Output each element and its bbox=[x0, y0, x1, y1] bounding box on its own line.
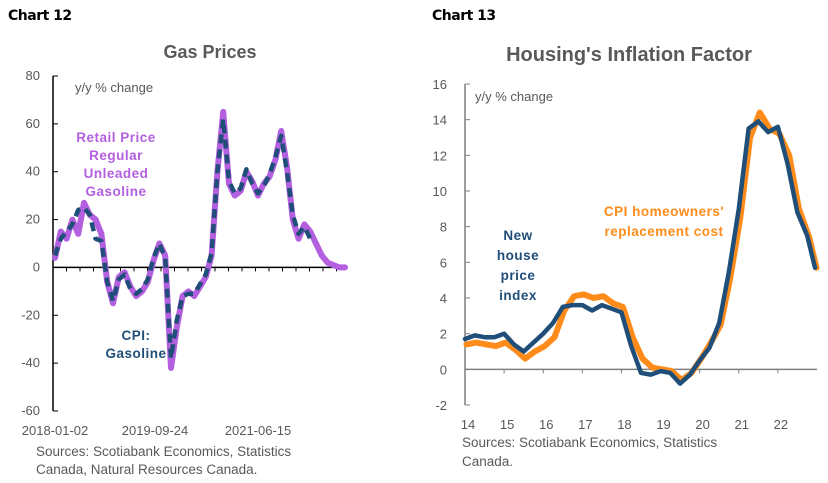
x-tick-label: 21 bbox=[735, 417, 749, 432]
chart-12-series-label-cpi: CPI: Gasoline bbox=[105, 328, 166, 361]
series-label-line: price bbox=[501, 268, 536, 283]
chart-12-ylabel: y/y % change bbox=[75, 80, 153, 95]
chart-13-ylabel: y/y % change bbox=[475, 89, 553, 104]
x-tick-label: 16 bbox=[539, 417, 553, 432]
chart-12-source-line-2: Canada, Natural Resources Canada. bbox=[36, 462, 257, 477]
y-tick-label: 14 bbox=[433, 113, 447, 128]
chart-13-title: Housing's Inflation Factor bbox=[506, 44, 752, 66]
series-line-new-house-price-index bbox=[462, 119, 818, 386]
x-tick-label: 19 bbox=[656, 417, 670, 432]
y-tick-label: 60 bbox=[26, 116, 40, 131]
chart-13-source-line-2: Canada. bbox=[462, 454, 513, 469]
y-tick-label: 40 bbox=[26, 164, 40, 179]
x-tick-label: 22 bbox=[774, 417, 788, 432]
series-line-cpi-replacement-cost bbox=[463, 109, 820, 383]
series-label-line: New bbox=[503, 228, 532, 243]
y-tick-label: -40 bbox=[21, 355, 40, 370]
series-line-cpi-gasoline bbox=[52, 116, 313, 361]
x-tick-label: 2021-06-15 bbox=[225, 423, 292, 438]
chart-12-source-line-1: Sources: Scotiabank Economics, Statistic… bbox=[36, 444, 291, 459]
chart-12: Gas Prices y/y % change -60 -40 -20 0 20 40 60… bbox=[21, 42, 348, 477]
series-label-line: Retail Price bbox=[76, 130, 156, 145]
y-tick-label: 2 bbox=[440, 327, 447, 342]
y-tick-label: 12 bbox=[433, 148, 447, 163]
y-tick-label: -2 bbox=[435, 398, 447, 413]
x-tick-label: 20 bbox=[695, 417, 709, 432]
x-tick-label: 17 bbox=[578, 417, 592, 432]
y-tick-label: 8 bbox=[440, 220, 447, 235]
chart-12-series-label-retail: Retail Price Regular Unleaded Gasoline bbox=[76, 130, 156, 199]
y-tick-label: 20 bbox=[26, 212, 40, 227]
chart-12-title: Gas Prices bbox=[163, 42, 256, 62]
y-tick-label: -20 bbox=[21, 307, 40, 322]
chart-13-label: Chart 13 bbox=[432, 8, 496, 24]
series-label-line: Gasoline bbox=[85, 184, 146, 199]
y-tick-label: -60 bbox=[21, 403, 40, 418]
series-label-line: house bbox=[497, 248, 539, 263]
x-tick-label: 2018-01-02 bbox=[22, 423, 89, 438]
series-label-line: Gasoline bbox=[105, 346, 166, 361]
x-tick-label: 14 bbox=[461, 417, 475, 432]
chart-13-source-line-1: Sources: Scotiabank Economics, Statistic… bbox=[462, 435, 717, 450]
y-tick-label: 10 bbox=[433, 184, 447, 199]
chart-13-series-label-cpi: CPI homeowners' replacement cost bbox=[604, 204, 724, 239]
x-tick-label: 18 bbox=[617, 417, 631, 432]
series-label-line: Unleaded bbox=[84, 166, 149, 181]
series-label-line: replacement cost bbox=[604, 224, 723, 239]
y-tick-label: 6 bbox=[440, 255, 447, 270]
y-tick-label: 0 bbox=[440, 362, 447, 377]
y-tick-label: 16 bbox=[433, 77, 447, 92]
series-label-line: Regular bbox=[89, 148, 143, 163]
series-label-line: index bbox=[499, 288, 537, 303]
y-tick-label: 0 bbox=[33, 259, 40, 274]
x-tick-label: 2019-09-24 bbox=[122, 423, 189, 438]
series-label-line: CPI: bbox=[122, 328, 151, 343]
chart-13-series-label-nhpi: New house price index bbox=[497, 228, 539, 303]
x-tick-label: 15 bbox=[500, 417, 514, 432]
y-tick-label: 4 bbox=[440, 291, 447, 306]
chart-12-label: Chart 12 bbox=[8, 8, 72, 24]
series-label-line: CPI homeowners' bbox=[604, 204, 724, 219]
y-tick-label: 80 bbox=[26, 68, 40, 83]
